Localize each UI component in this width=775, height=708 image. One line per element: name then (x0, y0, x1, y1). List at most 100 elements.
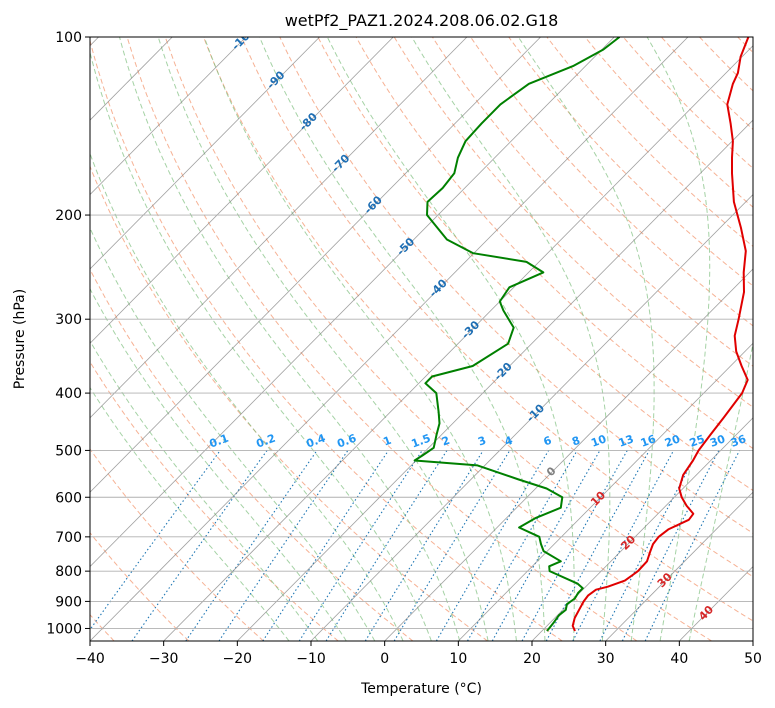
isotherm-line (163, 45, 753, 641)
moist-adiabat-line (157, 37, 489, 641)
x-tick-label: 10 (449, 651, 467, 667)
moist-adiabat-line (90, 226, 376, 641)
x-tick-label: −20 (223, 651, 253, 667)
mixing-ratio-line (185, 450, 318, 641)
moist-adiabat-line (119, 37, 461, 641)
isotherm-line (458, 342, 753, 641)
isotherms (90, 37, 753, 641)
mixing-ratio-line (521, 450, 628, 641)
moist-adiabat-line (517, 37, 655, 641)
x-tick-label: 40 (670, 651, 688, 667)
chart-title: wetPf2_PAZ1.2024.208.06.02.G18 (285, 11, 559, 31)
isotherm-line (90, 37, 320, 270)
y-axis-title: Pressure (hPa) (12, 289, 28, 389)
y-tick-label: 600 (55, 490, 82, 506)
mixing-ratio-label: 1.5 (410, 432, 433, 451)
dry-adiabat-line (90, 532, 190, 641)
moist-adiabat-line (90, 50, 432, 641)
moist-adiabat-line (90, 152, 404, 641)
moist-adiabat-line (646, 37, 711, 641)
mixing-ratio-label: 30 (708, 432, 727, 450)
x-tick-label: 20 (523, 651, 541, 667)
x-axis-title: Temperature (°C) (360, 681, 482, 697)
x-tick-label: 30 (597, 651, 615, 667)
mixing-ratio-line (644, 450, 741, 641)
mixing-ratio-label: 4 (503, 434, 515, 449)
moist-adiabat-line (90, 340, 319, 641)
x-tick-label: −10 (296, 651, 326, 667)
isotherm-line (90, 37, 394, 344)
dry-adiabat-line (355, 37, 753, 450)
dry-adiabats (90, 37, 753, 641)
mixing-ratio-label: 13 (617, 432, 636, 449)
temperature-profile (571, 37, 750, 632)
x-tick-label: 50 (744, 651, 762, 667)
mixing-ratio-label: 10 (589, 432, 608, 450)
mixing-ratio-line (393, 450, 511, 641)
plot-area: -100-90-80-70-60-50-40-30-20-10010203040… (90, 37, 753, 641)
y-tick-label: 900 (55, 594, 82, 610)
mixing-ratio-label: 0.6 (335, 432, 358, 451)
mixing-ratio-label: 16 (639, 432, 658, 450)
dry-adiabat-line (431, 37, 753, 367)
y-tick-label: 700 (55, 530, 82, 546)
isotherm-line (531, 417, 753, 641)
mixing-ratio-line (298, 450, 423, 641)
moist-adiabat-line (688, 341, 753, 641)
mixing-ratio-label: 3 (476, 434, 488, 449)
y-tick-label: 800 (55, 564, 82, 580)
pressure-gridlines (90, 37, 753, 629)
mixing-ratio-label: 1 (381, 434, 393, 449)
plot-frame (89, 36, 754, 642)
isotherm-line (237, 119, 753, 641)
mixing-ratio-label: 8 (570, 434, 582, 449)
mixing-ratio-line (364, 450, 484, 641)
isotherm-line (90, 37, 689, 641)
dry-adiabat-line (470, 37, 753, 327)
isotherm-line (90, 37, 247, 196)
mixing-ratio-label: 36 (729, 432, 748, 450)
mixing-ratio-line (262, 450, 389, 641)
sounding-series (413, 37, 750, 632)
moist-adiabat-line (90, 287, 347, 641)
isotherm-line (90, 37, 615, 568)
isotherm-line (90, 37, 468, 419)
mixing-ratio-line (90, 450, 221, 631)
dry-adiabat-line (164, 37, 712, 641)
y-tick-label: 100 (55, 30, 82, 46)
y-tick-label: 200 (55, 208, 82, 224)
moist-adiabat-line (90, 386, 290, 641)
mixing-ratio-label: 2 (440, 434, 452, 449)
dry-adiabat-line (90, 164, 488, 641)
y-tick-label: 1000 (46, 621, 82, 637)
mixing-ratio-label: 0.2 (255, 432, 278, 451)
x-tick-label: 0 (380, 651, 389, 667)
isotherm-line (310, 193, 753, 641)
moist-adiabats (90, 37, 753, 641)
dry-adiabat-line (203, 37, 753, 622)
y-tick-label: 400 (55, 386, 82, 402)
mixing-ratio-line (218, 450, 349, 641)
isotherm-line (605, 491, 753, 641)
dewpoint-profile (413, 37, 621, 632)
y-tick-label: 300 (55, 312, 82, 328)
mixing-ratio-line (621, 450, 720, 641)
x-tick-label: −30 (149, 651, 179, 667)
moist-adiabat-line (411, 37, 611, 641)
dry-adiabat-line (90, 268, 414, 641)
mixing-ratio-label: 0.4 (304, 432, 327, 451)
mixing-ratio-label: 20 (663, 432, 682, 450)
moist-adiabat-line (203, 37, 517, 641)
x-tick-label: −40 (75, 651, 105, 667)
mixing-ratio-line (545, 450, 650, 641)
moist-adiabat-line (259, 37, 546, 641)
dry-adiabat-line (90, 448, 264, 641)
mixing-ratio-label: 0.1 (208, 432, 231, 451)
mixing-ratio-label: 6 (542, 434, 554, 449)
mixing-ratio-line (325, 450, 448, 641)
isotherm-line (90, 37, 541, 493)
y-tick-label: 500 (55, 443, 82, 459)
dry-adiabat-line (317, 37, 753, 492)
